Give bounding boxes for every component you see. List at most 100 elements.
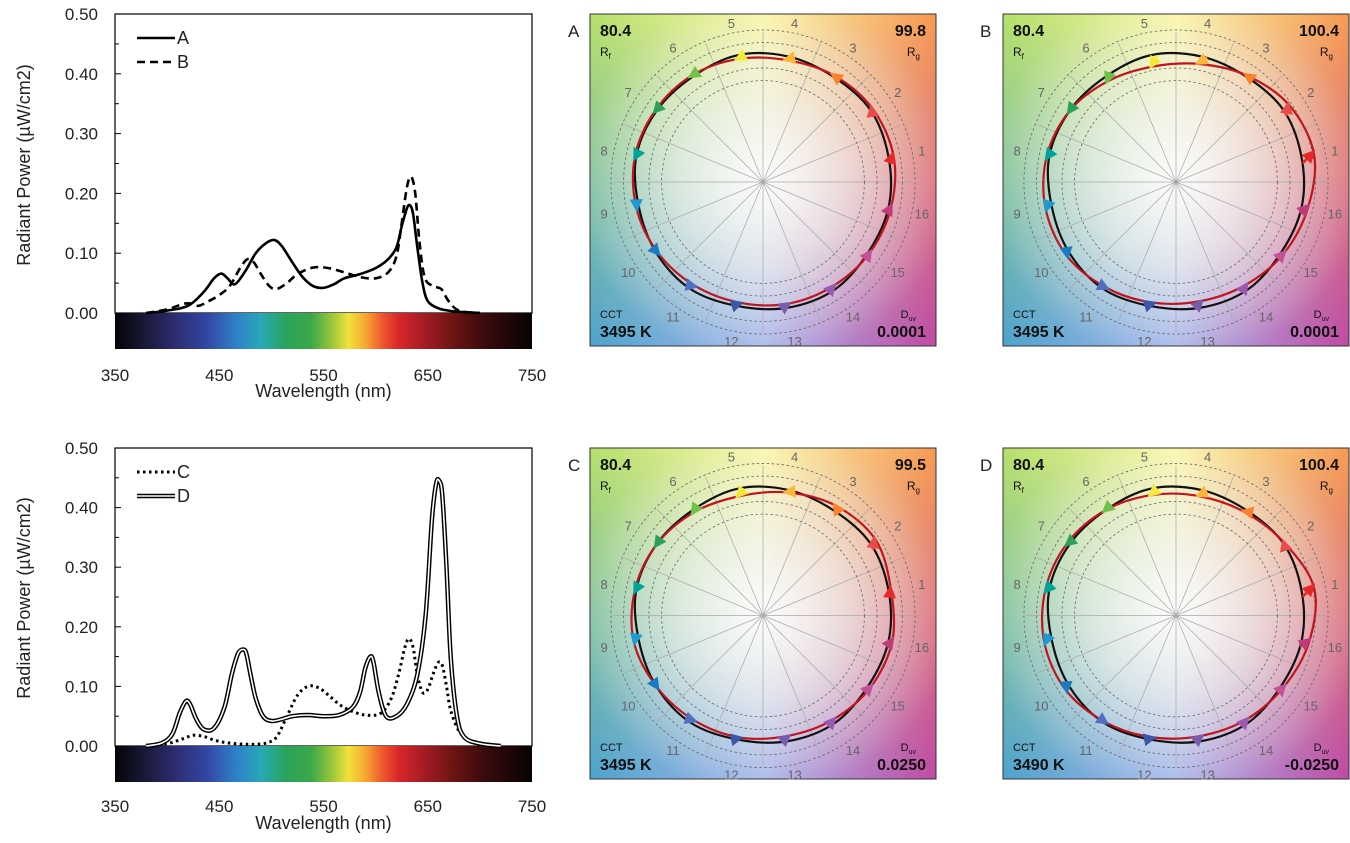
rf-label: Rf (600, 479, 612, 495)
hue-bin-arrow (880, 202, 893, 218)
hue-bin-label: 15 (890, 699, 904, 714)
hue-bin-label: 3 (849, 40, 856, 55)
hue-bin-spoke (1175, 615, 1234, 755)
legend-label-B: B (177, 52, 189, 72)
cct-label: CCT (1013, 742, 1036, 754)
hue-bin-arrow (777, 733, 792, 748)
x-tick-label: 550 (309, 797, 337, 816)
hue-bin-spoke (1175, 509, 1283, 616)
hue-bin-spoke (705, 476, 764, 616)
hue-bin-label: 9 (1013, 207, 1020, 222)
hue-bin-label: 15 (890, 265, 904, 280)
hue-bin-arrow (1104, 70, 1117, 85)
hue-bin-label: 6 (1082, 474, 1089, 489)
hue-bin-spoke (624, 615, 764, 674)
hue-bin-label: 2 (894, 518, 901, 533)
hue-bin-spoke (1175, 181, 1315, 240)
hue-bin-arrow (687, 65, 703, 79)
hue-bin-label: 5 (728, 450, 735, 465)
hue-bin-arrow (1043, 198, 1056, 214)
hue-bin-label: 2 (1307, 85, 1314, 100)
hue-bin-arrow (1044, 146, 1058, 162)
hue-bin-arrow (1059, 680, 1073, 695)
hue-bin-arrow (1301, 583, 1316, 598)
hue-bin-label: 13 (787, 767, 801, 782)
hue-bin-spoke (1037, 124, 1177, 183)
hue-bin-label: 3 (1262, 40, 1269, 55)
hue-bin-label: 15 (1303, 265, 1317, 280)
hue-bin-arrow (823, 716, 837, 731)
spectrum-plot-top: 0.00 0.10 0.20 0.30 0.40 0.50 350 450 550 650 750 W… (14, 5, 546, 401)
hue-bin-arrow (729, 733, 744, 747)
hue-bin-label: 6 (1082, 40, 1089, 55)
hue-bin-arrow (883, 584, 897, 599)
hue-bin-label: 12 (724, 767, 738, 782)
x-axis-label: Wavelength (nm) (255, 813, 391, 833)
rg-value: 100.4 (1299, 457, 1339, 474)
hue-bin-label: 11 (666, 310, 680, 325)
x-tick-label: 750 (518, 797, 546, 816)
hue-bin-label: 7 (625, 518, 632, 533)
hue-bin-label: 16 (915, 207, 929, 222)
reference-dashed-circle (1023, 463, 1329, 768)
y-tick-label: 0.10 (65, 244, 98, 263)
rg-value: 99.5 (895, 457, 926, 474)
reference-dashed-circle (648, 501, 878, 730)
hue-bin-spoke (1175, 124, 1315, 183)
hue-bin-label: 14 (1259, 743, 1273, 758)
hue-bin-arrow (729, 300, 744, 313)
hue-bin-label: 7 (1038, 85, 1045, 100)
hue-bin-label: 9 (600, 207, 607, 222)
hue-bin-label: 9 (600, 640, 607, 655)
reference-dashed-circle (1074, 80, 1278, 284)
hue-bin-arrow (1149, 54, 1162, 70)
hue-bin-arrow (832, 502, 846, 517)
hue-bin-spoke (656, 75, 764, 183)
panel-letter: A (568, 22, 580, 41)
hue-bin-label: 16 (1328, 640, 1342, 655)
hue-bin-label: 5 (1141, 450, 1148, 465)
cct-value: 3495 K (600, 324, 652, 341)
hue-bin-spoke (1037, 615, 1177, 674)
reference-dashed-circle (1074, 513, 1278, 718)
rg-value: 99.8 (895, 23, 926, 40)
hue-bin-spoke (1118, 43, 1177, 183)
duv-value: 0.0001 (877, 324, 926, 341)
hue-bin-arrow (1142, 300, 1157, 313)
rf-value: 80.4 (1013, 23, 1044, 40)
hue-bin-arrow (1296, 203, 1311, 218)
hue-bin-label: 10 (621, 265, 635, 280)
y-tick-label: 0.20 (65, 618, 98, 637)
panel-letter: B (980, 22, 991, 41)
series-line-D-inner (146, 478, 501, 747)
hue-bin-spoke (762, 509, 870, 616)
hue-bin-label: 14 (846, 743, 860, 758)
hue-bin-label: 1 (918, 143, 925, 158)
x-axis-label: Wavelength (nm) (255, 381, 391, 401)
hue-bin-arrow (630, 632, 643, 647)
hue-bin-label: 4 (1204, 16, 1211, 31)
reference-dashed-circle (610, 29, 916, 335)
hue-bin-arrow (777, 301, 792, 315)
hue-bin-arrow (782, 51, 797, 65)
hue-bin-arrow (1301, 149, 1316, 165)
hue-bin-label: 10 (621, 699, 635, 714)
hue-bin-spoke (762, 615, 870, 722)
x-tick-label: 650 (414, 797, 442, 816)
hue-bin-spoke (762, 615, 902, 674)
hue-bin-spoke (1069, 615, 1177, 722)
x-tick-label: 550 (309, 366, 337, 385)
hue-bin-arrow (1094, 712, 1110, 725)
reference-dashed-circle (1023, 29, 1329, 335)
reference-dashed-circle (623, 475, 903, 756)
hue-bin-arrow (646, 676, 660, 691)
rf-label: Rf (1013, 45, 1025, 61)
x-tick-label: 750 (518, 366, 546, 385)
hue-bin-spoke (1069, 181, 1177, 289)
hue-bin-label: 6 (669, 40, 676, 55)
reference-dashed-circle (1061, 67, 1291, 297)
hue-bin-arrow (1043, 632, 1055, 647)
